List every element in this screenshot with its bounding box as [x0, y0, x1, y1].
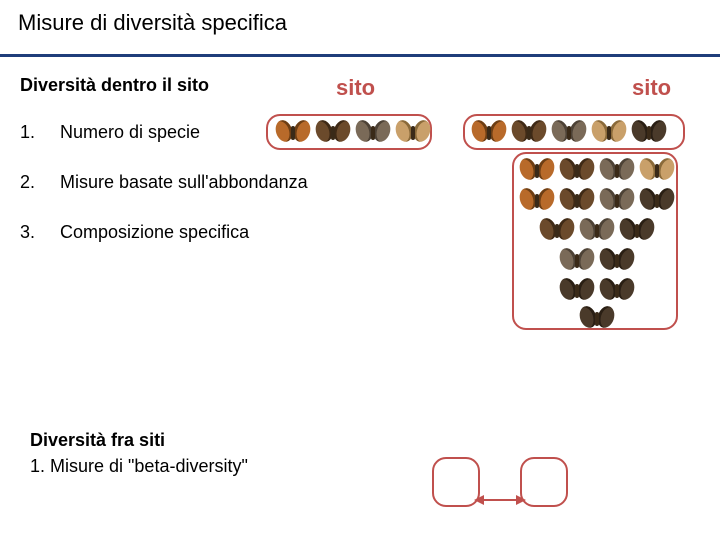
list-item-2: Misure basate sull'abbondanza — [60, 172, 308, 193]
butterfly-icon — [276, 120, 310, 144]
divider-line — [0, 54, 720, 57]
butterfly-icon — [540, 218, 574, 242]
butterfly-icon — [552, 120, 586, 144]
butterfly-icon — [600, 278, 634, 302]
butterfly-icon — [600, 158, 634, 182]
butterfly-icon — [520, 158, 554, 182]
box-beta-left — [432, 457, 480, 507]
sito-label-a: sito — [336, 75, 375, 101]
beta-arrow-head-right — [516, 495, 526, 505]
butterfly-icon — [396, 120, 430, 144]
beta-diversity-line: 1. Misure di "beta-diversity" — [30, 456, 248, 477]
butterfly-icon — [620, 218, 654, 242]
page-title: Misure di diversità specifica — [18, 10, 287, 36]
butterfly-icon — [580, 218, 614, 242]
list-number-1: 1. — [20, 122, 35, 143]
butterfly-icon — [560, 188, 594, 212]
list-number-2: 2. — [20, 172, 35, 193]
box-beta-right — [520, 457, 568, 507]
butterfly-icon — [640, 158, 674, 182]
butterfly-icon — [520, 188, 554, 212]
butterfly-icon — [600, 188, 634, 212]
list-item-1: Numero di specie — [60, 122, 200, 143]
list-item-3: Composizione specifica — [60, 222, 249, 243]
butterfly-icon — [580, 306, 614, 330]
subtitle-within-site: Diversità dentro il sito — [20, 75, 209, 96]
butterfly-icon — [560, 248, 594, 272]
butterfly-icon — [356, 120, 390, 144]
sito-label-b: sito — [632, 75, 671, 101]
list-number-3: 3. — [20, 222, 35, 243]
butterfly-icon — [640, 188, 674, 212]
beta-arrow-head-left — [474, 495, 484, 505]
butterfly-icon — [560, 278, 594, 302]
butterfly-icon — [600, 248, 634, 272]
butterfly-icon — [632, 120, 666, 144]
subtitle-between-sites: Diversità fra siti — [30, 430, 165, 451]
butterfly-icon — [512, 120, 546, 144]
butterfly-icon — [592, 120, 626, 144]
butterfly-icon — [316, 120, 350, 144]
butterfly-icon — [472, 120, 506, 144]
butterfly-icon — [560, 158, 594, 182]
beta-arrow-line — [482, 499, 518, 501]
